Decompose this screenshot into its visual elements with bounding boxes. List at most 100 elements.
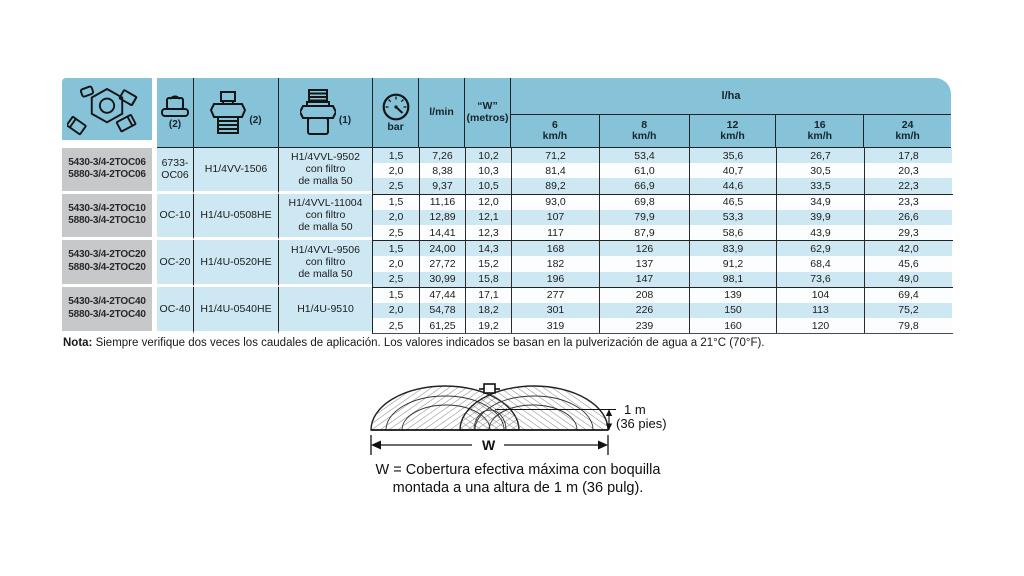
speed-header-6: 6 km/h: [511, 115, 599, 148]
width-column-header: “W” (metros): [464, 78, 510, 148]
cell-v24: 42,0: [864, 241, 952, 257]
cell-bar: 2,0: [373, 163, 419, 179]
cell-v24: 75,2: [864, 302, 952, 319]
cell-lmin: 12,89: [419, 209, 465, 225]
cell-v16: 30,5: [776, 163, 864, 179]
cell-bar: 2,5: [373, 318, 419, 334]
cell-v8: 61,0: [599, 163, 689, 179]
spray-cap-icon-cell: (2): [157, 78, 193, 148]
cell-v24: 17,8: [864, 148, 952, 164]
cell-lmin: 11,16: [419, 194, 465, 210]
cell-v12: 160: [689, 318, 776, 334]
cell-w: 15,8: [465, 271, 511, 287]
cell-bar: 2,5: [373, 178, 419, 194]
cell-v24: 79,8: [864, 318, 952, 334]
cell-bar: 1,5: [373, 148, 419, 164]
model-numbers: 5430-3/4-2TOC40 5880-3/4-2TOC40: [62, 286, 152, 335]
cap-count: (2): [168, 118, 182, 130]
cell-lmin: 27,72: [419, 256, 465, 272]
cell-v24: 20,3: [864, 163, 952, 179]
lha-header-block: l/ha 6 km/h 8 km/h 12 km/h 16 km/h 24 km…: [510, 78, 951, 148]
cell-lmin: 30,99: [419, 271, 465, 287]
cell-w: 10,2: [465, 148, 511, 164]
cell-v16: 39,9: [776, 209, 864, 225]
cell-v16: 68,4: [776, 256, 864, 272]
model-numbers: 5430-3/4-2TOC06 5880-3/4-2TOC06: [62, 148, 152, 194]
table-row: 2,5 61,25 19,2 319 239 160 120 79,8: [373, 318, 953, 334]
cell-v8: 147: [599, 271, 689, 287]
adapter-part: H1/4U-0540HE: [193, 286, 278, 335]
cell-v6: 81,4: [511, 163, 599, 179]
cell-v16: 120: [776, 318, 864, 334]
cell-lmin: 9,37: [419, 178, 465, 194]
cell-v6: 117: [511, 224, 599, 241]
cell-bar: 1,5: [373, 194, 419, 210]
spray-dome-right: [459, 385, 609, 431]
cell-v24: 69,4: [864, 287, 952, 303]
cell-v12: 40,7: [689, 163, 776, 179]
adapter-part: H1/4U-0520HE: [193, 240, 278, 287]
valve-part: H1/4VVL-9506 con filtro de malla 50: [278, 240, 372, 287]
cell-v12: 91,2: [689, 256, 776, 272]
cell-v24: 26,6: [864, 209, 952, 225]
table-row: 2,5 30,99 15,8 196 147 98,1 73,6 49,0: [373, 271, 953, 287]
cell-bar: 2,0: [373, 209, 419, 225]
cell-v6: 319: [511, 318, 599, 334]
table-group-toc20: 5430-3/4-2TOC20 5880-3/4-2TOC20 OC-20 H1…: [62, 240, 954, 287]
table-row: 2,0 54,78 18,2 301 226 150 113 75,2: [373, 302, 953, 319]
cell-bar: 2,0: [373, 256, 419, 272]
table-header: (2) (2) (1: [62, 78, 954, 148]
group-rows: 1,5 47,44 17,1 277 208 139 104 69,4 2,0 …: [372, 286, 953, 335]
threaded-adapter-icon-cell: (2): [193, 78, 278, 148]
cell-lmin: 14,41: [419, 224, 465, 241]
cell-bar: 1,5: [373, 241, 419, 257]
cell-v6: 93,0: [511, 194, 599, 210]
cell-w: 15,2: [465, 256, 511, 272]
pressure-column-header: bar: [372, 78, 418, 148]
cell-v12: 44,6: [689, 178, 776, 194]
cap-part: OC-10: [157, 193, 193, 241]
adapter-part: H1/4VV-1506: [193, 148, 278, 194]
note-body: Siempre verifique dos veces los caudales…: [92, 337, 765, 349]
diagram-caption: W = Cobertura efectiva máxima con boquil…: [375, 462, 661, 496]
table-row: 1,5 7,26 10,2 71,2 53,4 35,6 26,7 17,8: [373, 148, 953, 164]
cell-v12: 35,6: [689, 148, 776, 164]
cell-v12: 150: [689, 302, 776, 319]
cell-v16: 34,9: [776, 194, 864, 210]
cell-v8: 126: [599, 241, 689, 257]
cell-v8: 137: [599, 256, 689, 272]
table-row: 2,5 9,37 10,5 89,2 66,9 44,6 33,5 22,3: [373, 178, 953, 194]
cell-lmin: 61,25: [419, 318, 465, 334]
cell-lmin: 54,78: [419, 302, 465, 319]
cell-v6: 89,2: [511, 178, 599, 194]
cell-v16: 43,9: [776, 224, 864, 241]
cell-bar: 2,5: [373, 271, 419, 287]
cell-v16: 104: [776, 287, 864, 303]
cell-v16: 33,5: [776, 178, 864, 194]
height-label-1: 1 m: [624, 402, 646, 417]
table-group-toc40: 5430-3/4-2TOC40 5880-3/4-2TOC40 OC-40 H1…: [62, 286, 954, 335]
multi-nozzle-assembly-icon: [62, 78, 152, 148]
speed-header-16: 16 km/h: [775, 115, 864, 148]
cell-w: 12,1: [465, 209, 511, 225]
cell-v6: 168: [511, 241, 599, 257]
table-row: 2,5 14,41 12,3 117 87,9 58,6 43,9 29,3: [373, 224, 953, 241]
cell-v12: 58,6: [689, 224, 776, 241]
check-valve-icon: [299, 88, 336, 135]
cell-v8: 66,9: [599, 178, 689, 194]
table-row: 1,5 47,44 17,1 277 208 139 104 69,4: [373, 287, 953, 303]
table-body: 5430-3/4-2TOC06 5880-3/4-2TOC06 6733- OC…: [62, 148, 954, 335]
lha-label: l/ha: [511, 78, 951, 115]
cell-w: 17,1: [465, 287, 511, 303]
table-row: 1,5 24,00 14,3 168 126 83,9 62,9 42,0: [373, 241, 953, 257]
w-dim-label: W: [482, 437, 496, 453]
valve-count: (1): [338, 114, 352, 126]
table-row: 2,0 27,72 15,2 182 137 91,2 68,4 45,6: [373, 256, 953, 272]
bar-label: bar: [387, 120, 404, 133]
cell-v8: 69,8: [599, 194, 689, 210]
cell-v16: 73,6: [776, 271, 864, 287]
adapter-part: H1/4U-0508HE: [193, 193, 278, 241]
spray-coverage-diagram: 1 m (36 pies) W: [370, 383, 667, 455]
threaded-adapter-icon: [210, 90, 247, 134]
